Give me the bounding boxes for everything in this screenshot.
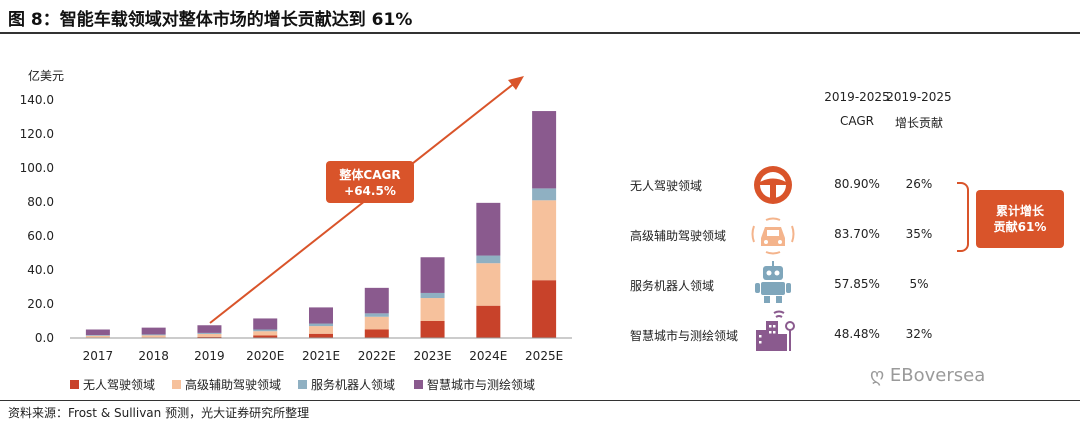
- bar-segment-2021E-series-1: [309, 326, 333, 334]
- x-tick-label: 2021E: [302, 349, 340, 363]
- contribution-autonomous: 26%: [905, 177, 933, 191]
- bar-segment-2025E-series-1: [532, 200, 557, 281]
- bar-segment-2019-series-3: [197, 325, 222, 333]
- cagr-smart-city: 48.48%: [834, 327, 880, 341]
- cagr-autonomous: 80.90%: [834, 177, 880, 191]
- figure-title: 图 8：智能车载领域对整体市场的增长贡献达到 61%: [8, 10, 413, 30]
- contribution-smart-city: 32%: [905, 327, 933, 341]
- x-tick-label: 2017: [83, 349, 114, 363]
- bar-segment-2021E-series-3: [309, 307, 333, 324]
- legend-swatch-0: [70, 380, 79, 389]
- bar-segment-2020E-series-2: [253, 329, 278, 332]
- bar-segment-2020E-series-0: [253, 335, 278, 338]
- cagr-badge: 整体CAGR +64.5%: [326, 161, 414, 203]
- cagr-header-line2: CAGR: [839, 114, 874, 128]
- bar-segment-2020E-series-1: [253, 331, 278, 336]
- cagr-robot: 57.85%: [834, 277, 880, 291]
- row-label-robot: 服务机器人领域: [630, 279, 715, 293]
- bar-segment-2017-series-3: [85, 329, 110, 336]
- bar-segment-2025E-series-0: [532, 280, 557, 338]
- legend-swatch-2: [298, 380, 307, 389]
- contribution-header: 2019-2025 增长贡献: [884, 90, 954, 131]
- bar-segment-2022E-series-0: [364, 329, 389, 338]
- bar-segment-2024E-series-3: [476, 202, 501, 256]
- bottom-rule: [0, 400, 1080, 401]
- wechat-icon: ღ: [870, 365, 885, 386]
- bar-segment-2024E-series-0: [476, 305, 501, 338]
- bar-segment-2017-series-1: [85, 335, 110, 338]
- cagr-badge-line1: 整体CAGR: [338, 167, 400, 182]
- bar-segment-2022E-series-2: [364, 313, 389, 317]
- y-tick-label: 100.0: [20, 161, 54, 175]
- x-tick-label: 2025E: [525, 349, 563, 363]
- source-note: 资料来源：Frost & Sullivan 预测，光大证券研究所整理: [8, 406, 310, 420]
- bar-segment-2018-series-2: [141, 334, 166, 336]
- summary-line1: 累计增长: [995, 204, 1044, 218]
- cagr-badge-line2: +64.5%: [344, 184, 396, 198]
- summary-line2: 贡献61%: [993, 220, 1047, 234]
- y-axis-unit-label: 亿美元: [28, 68, 64, 83]
- row-label-smart-city: 智慧城市与测绘领域: [630, 329, 739, 343]
- bar-segment-2018-series-1: [141, 335, 166, 338]
- steering-wheel-icon: [754, 166, 792, 204]
- smart-city-icon: [756, 310, 795, 351]
- bar-segment-2024E-series-2: [476, 255, 501, 264]
- bar-segment-2023E-series-2: [420, 292, 445, 299]
- bar-segment-2023E-series-1: [420, 298, 445, 321]
- car-sensor-icon: [751, 217, 795, 255]
- stacked-bar-chart: 亿美元 0.0 20.0 40.0 60.0 80.0 100.0 120.0 140.0 2…: [20, 68, 572, 392]
- x-tick-label: 2022E: [358, 349, 396, 363]
- contribution-adas: 35%: [905, 227, 933, 241]
- bar-segment-2019-series-1: [197, 333, 222, 337]
- top-rule: [0, 32, 1080, 34]
- x-tick-label: 2023E: [413, 349, 451, 363]
- robot-icon: [755, 261, 791, 303]
- bar-segment-2019-series-0: [197, 336, 222, 338]
- x-tick-label: 2019: [194, 349, 225, 363]
- legend: 无人驾驶领域 高级辅助驾驶领域 服务机器人领域 智慧城市与测绘领域: [70, 377, 535, 392]
- row-label-autonomous: 无人驾驶领域: [630, 179, 703, 193]
- bar-segment-2017-series-2: [85, 335, 110, 336]
- contribution-robot: 5%: [909, 277, 929, 291]
- legend-label-2: 服务机器人领域: [311, 377, 395, 392]
- bar-segment-2022E-series-3: [364, 287, 389, 314]
- legend-swatch-3: [414, 380, 423, 389]
- bar-segment-2022E-series-1: [364, 316, 389, 330]
- bar-segment-2023E-series-0: [420, 321, 445, 338]
- contribution-header-line1: 2019-2025: [886, 90, 952, 104]
- bar-segment-2021E-series-2: [309, 323, 333, 327]
- watermark: ღ EBoversea: [870, 365, 985, 386]
- y-tick-label: 0.0: [35, 331, 54, 345]
- y-tick-label: 40.0: [27, 263, 54, 277]
- bar-segment-2023E-series-3: [420, 257, 445, 293]
- bar-segment-2018-series-3: [141, 327, 166, 335]
- bar-segment-2025E-series-3: [532, 111, 557, 189]
- cagr-header: 2019-2025 CAGR: [822, 90, 892, 128]
- legend-label-0: 无人驾驶领域: [83, 377, 155, 392]
- bar-segment-2021E-series-0: [309, 333, 333, 338]
- x-tick-label: 2020E: [246, 349, 284, 363]
- cagr-header-line1: 2019-2025: [824, 90, 890, 104]
- bar-segment-2019-series-2: [197, 332, 222, 334]
- legend-label-3: 智慧城市与测绘领域: [427, 377, 535, 392]
- y-tick-label: 140.0: [20, 93, 54, 107]
- y-tick-label: 80.0: [27, 195, 54, 209]
- x-tick-label: 2018: [138, 349, 169, 363]
- bar-segment-2025E-series-2: [532, 188, 557, 201]
- y-tick-label: 20.0: [27, 297, 54, 311]
- x-tick-label: 2024E: [469, 349, 507, 363]
- legend-label-1: 高级辅助驾驶领域: [185, 377, 281, 392]
- contribution-header-line2: 增长贡献: [894, 116, 943, 130]
- cumulative-contribution-badge: 累计增长 贡献61%: [976, 190, 1064, 248]
- y-tick-label: 60.0: [27, 229, 54, 243]
- watermark-text: EBoversea: [889, 365, 986, 386]
- y-tick-label: 120.0: [20, 127, 54, 141]
- bar-segment-2024E-series-1: [476, 263, 501, 306]
- legend-swatch-1: [172, 380, 181, 389]
- summary-brace: [957, 182, 969, 252]
- bar-segment-2020E-series-3: [253, 318, 278, 330]
- cagr-adas: 83.70%: [834, 227, 880, 241]
- row-label-adas: 高级辅助驾驶领域: [630, 229, 727, 243]
